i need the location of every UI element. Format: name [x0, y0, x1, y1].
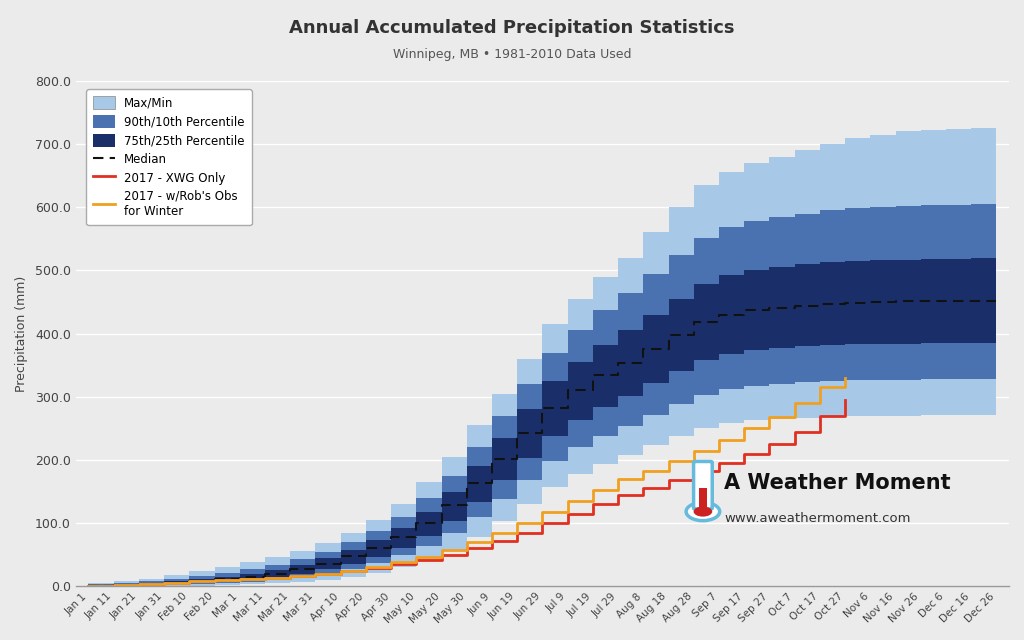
FancyBboxPatch shape	[693, 461, 713, 509]
Text: A Weather Moment: A Weather Moment	[724, 473, 951, 493]
Y-axis label: Precipitation (mm): Precipitation (mm)	[15, 275, 28, 392]
Text: Annual Accumulated Precipitation Statistics: Annual Accumulated Precipitation Statist…	[289, 19, 735, 37]
Bar	[699, 488, 707, 508]
Text: Winnipeg, MB • 1981-2010 Data Used: Winnipeg, MB • 1981-2010 Data Used	[393, 48, 631, 61]
Circle shape	[686, 502, 720, 521]
Text: www.aweathermoment.com: www.aweathermoment.com	[724, 511, 911, 525]
Legend: Max/Min, 90th/10th Percentile, 75th/25th Percentile, Median, 2017 - XWG Only, 20: Max/Min, 90th/10th Percentile, 75th/25th…	[86, 89, 252, 225]
Circle shape	[693, 506, 713, 516]
